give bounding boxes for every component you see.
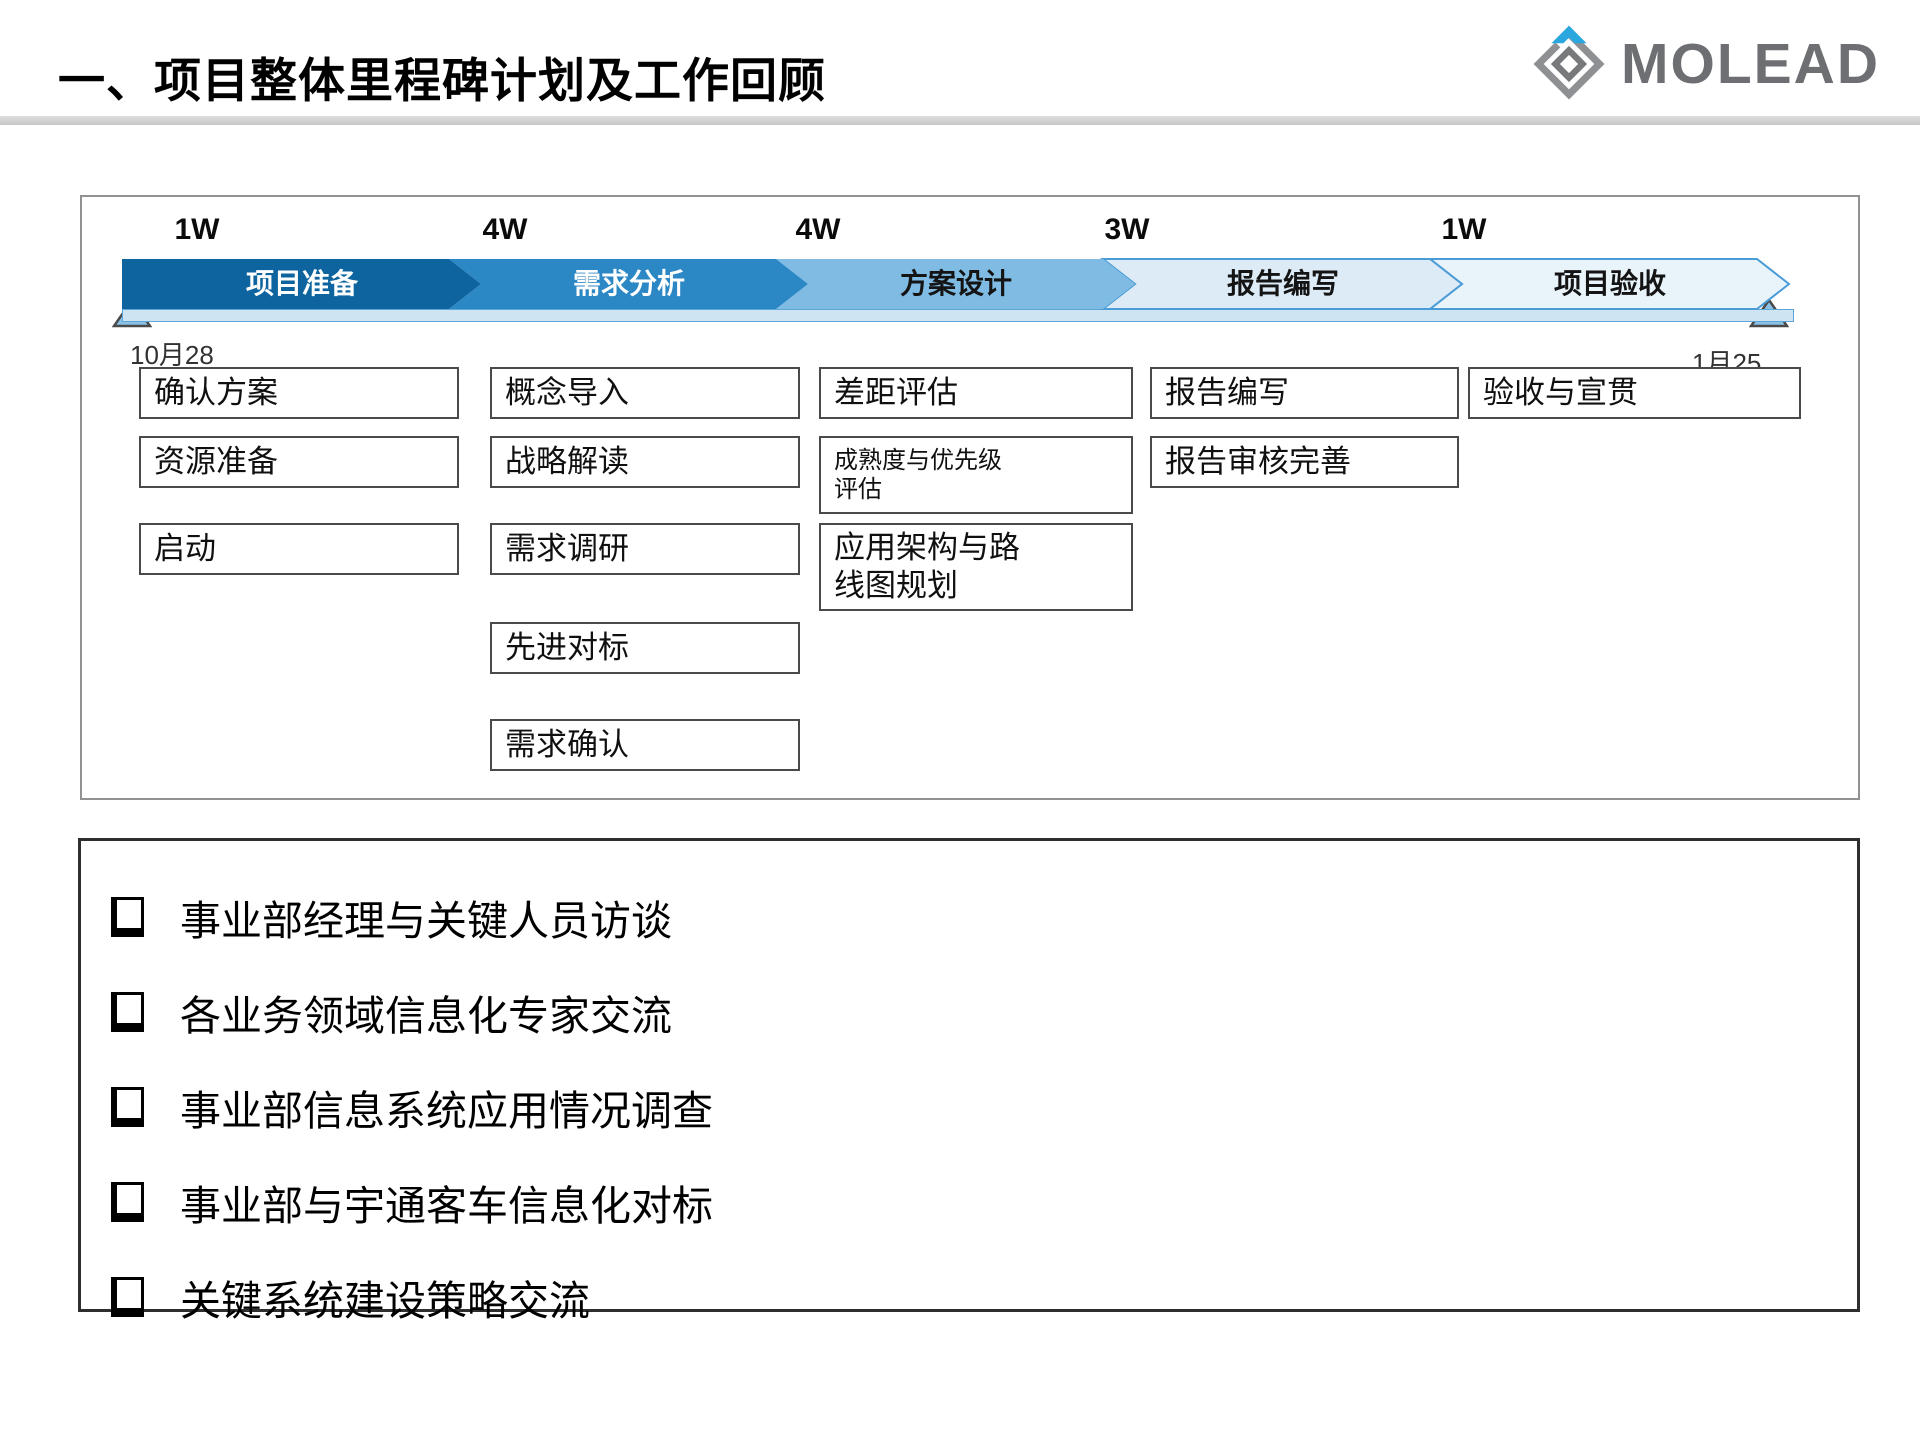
phase-label: 需求分析 [573, 268, 685, 299]
phase-chevron [449, 259, 808, 309]
task-box: 报告编写 [1150, 367, 1459, 419]
checkbox-bullet-icon [111, 1277, 144, 1317]
checkbox-bullet-icon [111, 897, 144, 937]
task-box: 成熟度与优先级 评估 [819, 436, 1133, 514]
task-box: 需求确认 [490, 719, 800, 771]
phase-chevron [776, 259, 1135, 309]
phase-label: 项目验收 [1554, 267, 1666, 299]
timeline-panel: 10月28 1月25 1W 4W 4W 3W 1W 项目准备 需求分析 方案设计 报告编写 项目验… [80, 195, 1860, 800]
checkbox-bullet-icon [111, 992, 144, 1032]
phase-label: 报告编写 [1227, 267, 1339, 299]
checklist-item-label: 事业部与宇通客车信息化对标 [180, 1183, 713, 1229]
checklist-item: 关键系统建设策略交流 [111, 1267, 590, 1327]
week-duration-label: 3W [1104, 213, 1150, 246]
header-divider [0, 116, 1920, 125]
phase-task-column: 确认方案资源准备启动 [139, 197, 459, 802]
start-date-label: 10月28 [130, 340, 214, 370]
phase-task-column: 报告编写报告审核完善 [1150, 197, 1459, 802]
task-box: 验收与宣贯 [1468, 367, 1801, 419]
checklist-item: 事业部与宇通客车信息化对标 [111, 1172, 713, 1232]
logo-wordmark: MOLEAD [1621, 32, 1880, 96]
task-box: 启动 [139, 523, 459, 575]
phase-task-column: 验收与宣贯 [1468, 197, 1801, 802]
week-duration-label: 4W [482, 213, 528, 246]
week-duration-label: 4W [795, 213, 841, 246]
checkbox-bullet-icon [111, 1087, 144, 1127]
task-box: 确认方案 [139, 367, 459, 419]
checklist-item: 事业部信息系统应用情况调查 [111, 1077, 713, 1137]
week-duration-label: 1W [1441, 213, 1487, 246]
checklist-item: 各业务领域信息化专家交流 [111, 982, 672, 1042]
task-box: 需求调研 [490, 523, 800, 575]
task-box: 应用架构与路 线图规划 [819, 523, 1133, 611]
worklist-panel: 事业部经理与关键人员访谈 各业务领域信息化专家交流 事业部信息系统应用情况调查 事业部… [78, 838, 1860, 1324]
checklist-item-label: 事业部信息系统应用情况调查 [180, 1088, 713, 1134]
checklist-item: 事业部经理与关键人员访谈 [111, 887, 672, 947]
phase-task-column: 概念导入战略解读需求调研先进对标需求确认 [490, 197, 800, 802]
checklist-item-label: 各业务领域信息化专家交流 [180, 993, 672, 1039]
task-box: 先进对标 [490, 622, 800, 674]
task-box: 资源准备 [139, 436, 459, 488]
page-title: 一、项目整体里程碑计划及工作回顾 [58, 54, 826, 107]
molead-logo: MOLEAD [1529, 24, 1880, 104]
task-box: 差距评估 [819, 367, 1133, 419]
diamond-logo-icon [1533, 25, 1605, 100]
checklist-item-label: 事业部经理与关键人员访谈 [180, 898, 672, 944]
checklist-item-label: 关键系统建设策略交流 [180, 1278, 590, 1324]
task-box: 报告审核完善 [1150, 436, 1459, 488]
week-duration-label: 1W [174, 213, 220, 246]
timeline-base-strip [122, 309, 1794, 322]
task-box: 战略解读 [490, 436, 800, 488]
task-box: 概念导入 [490, 367, 800, 419]
checkbox-bullet-icon [111, 1182, 144, 1222]
phase-band: 项目准备 需求分析 方案设计 报告编写 项目验收 [122, 258, 1794, 322]
phase-task-column: 差距评估成熟度与优先级 评估应用架构与路 线图规划 [819, 197, 1133, 802]
phase-chevron [122, 259, 481, 309]
phase-label: 方案设计 [900, 267, 1012, 299]
phase-label: 项目准备 [246, 268, 359, 299]
